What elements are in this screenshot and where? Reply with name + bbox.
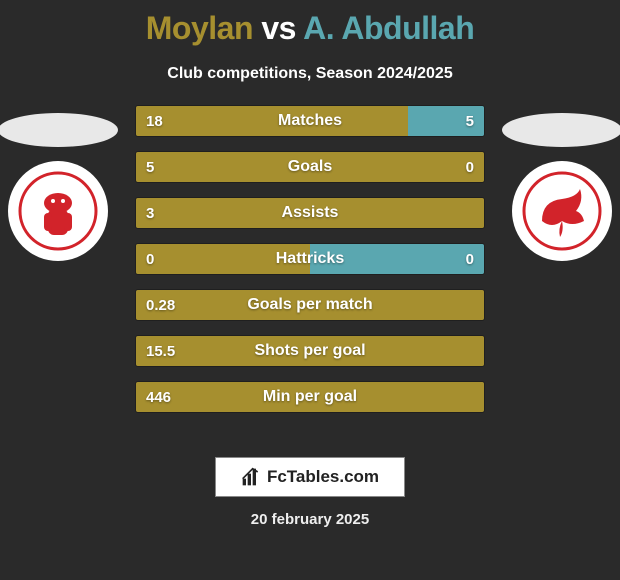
stat-row: 0.28Goals per match [135, 289, 485, 321]
player2-name: A. Abdullah [303, 10, 474, 46]
brand-text: FcTables.com [267, 467, 379, 487]
vs-text: vs [261, 10, 296, 46]
stat-row: 15.5Shots per goal [135, 335, 485, 367]
player2-ellipse [502, 113, 620, 147]
stat-row: 185Matches [135, 105, 485, 137]
stat-bars: 185Matches 50Goals 3Assists 00Hattricks 0.28… [135, 105, 485, 427]
player2-crest [512, 161, 612, 261]
footer-date: 20 february 2025 [0, 511, 620, 528]
stat-row: 00Hattricks [135, 243, 485, 275]
bar-segment-right [408, 106, 484, 136]
bar-segment-left [136, 106, 408, 136]
bar-segment-left [136, 198, 484, 228]
stat-row: 446Min per goal [135, 381, 485, 413]
bar-segment-left [136, 290, 484, 320]
bar-segment-left [136, 382, 484, 412]
bar-segment-right [310, 244, 484, 274]
player1-ellipse [0, 113, 118, 147]
bar-segment-left [136, 336, 484, 366]
comparison-title: Moylan vs A. Abdullah [0, 0, 620, 47]
player1-crest [8, 161, 108, 261]
bar-segment-left [136, 244, 310, 274]
brand-badge: FcTables.com [215, 457, 405, 497]
bar-segment-left [136, 152, 484, 182]
leyton-orient-crest-icon [522, 171, 602, 251]
stat-row: 50Goals [135, 151, 485, 183]
comparison-stage: 185Matches 50Goals 3Assists 00Hattricks 0.28… [0, 101, 620, 441]
player1-name: Moylan [146, 10, 253, 46]
lincoln-crest-icon [18, 171, 98, 251]
subtitle: Club competitions, Season 2024/2025 [0, 65, 620, 83]
stat-row: 3Assists [135, 197, 485, 229]
bars-icon [241, 467, 261, 487]
